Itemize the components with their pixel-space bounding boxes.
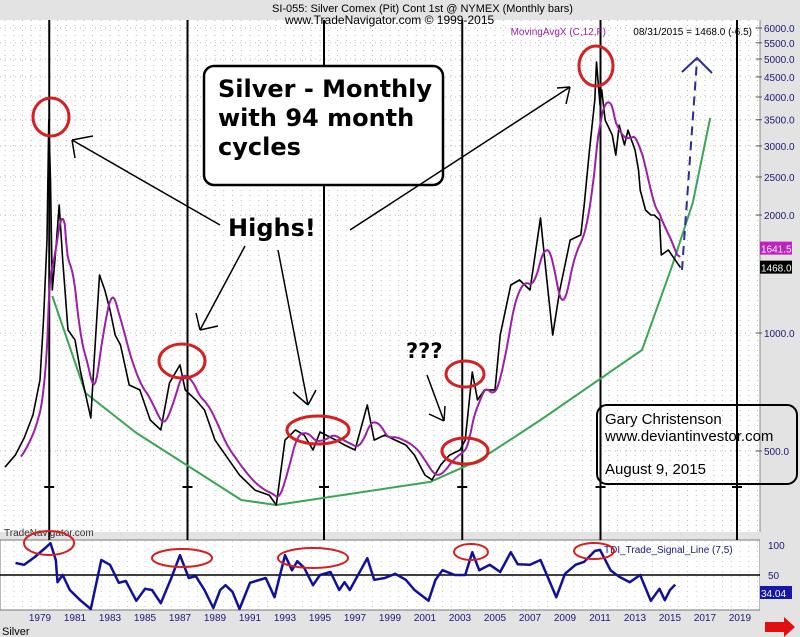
author-date: August 9, 2015 [605,461,706,478]
title-line-3: cycles [218,133,301,161]
projection-arrow [681,56,713,271]
x-tick-label: 1979 [29,613,52,624]
title-line-2: with 94 month [218,104,414,132]
author-box [596,404,798,485]
scroll-right-arrow-icon[interactable] [765,617,795,637]
y-tick-label: 2000.0 [764,211,795,222]
y-tick-label: 4000.0 [764,93,795,104]
x-tick-label: 2007 [519,613,542,624]
x-tick-label: 1995 [309,613,332,624]
title-line-1: Silver - Monthly [218,75,432,103]
projection-dashed-line [681,59,698,271]
y-tick-label: 6000.0 [764,24,795,35]
x-tick-label: 2015 [659,613,682,624]
x-tick-label: 2013 [624,613,647,624]
highs-label: Highs! [228,214,316,242]
tdi-legend: TDI_Trade_Signal_Line (7,5) [604,545,733,556]
x-tick-label: 2019 [729,613,752,624]
annotation-arrows [71,86,571,422]
ma-value-tag: 1641.5 [761,245,792,256]
highlight-2003-high [444,359,486,389]
tdi-line [15,541,677,611]
arrow-to-1987-high [195,245,246,331]
x-tick-label: 2001 [414,613,437,624]
series-layer [4,61,712,611]
highlight-1994 [285,414,351,446]
x-tick-label: 1991 [239,613,262,624]
chart-subtitle: www.TradeNavigator.com © 1999-2015 [284,13,494,27]
highlight-2003-low [440,436,490,466]
x-tick-label: 2005 [484,613,507,624]
question-label: ??? [406,339,443,363]
arrow-to-2011-high [349,86,571,231]
y-tick-label: 4500.0 [764,73,795,84]
last-value-label: 08/31/2015 = 1468.0 (-6.5) [633,27,752,38]
axis-background [760,20,800,615]
tdi-highlight-2003 [453,543,489,561]
title-annotation-box [202,64,445,187]
tdi-highlight-1994 [277,547,349,569]
highlight-1987 [157,342,207,380]
chart-title: SI-055: Silver Comex (Pit) Cont 1st @ NY… [272,3,573,15]
y-tick-label: 2500.0 [764,173,795,184]
ma-value-tag-bg [760,241,792,255]
x-tick-label: 1999 [379,613,402,624]
x-tick-label: 1993 [274,613,297,624]
arrow-to-2003-low [426,374,446,422]
time-axis: 1979 1981 1983 1985 1987 1989 1991 1993 1995 1997… [29,541,785,624]
symbol-label: Silver [2,626,30,637]
tdi-value-tag-bg [760,586,792,599]
x-tick-label: 2011 [589,613,611,624]
price-axis: 6000.0 5500.0 5000.0 4500.0 4000.0 3500.0 3000… [756,20,800,615]
x-tick-label: 2009 [554,613,577,624]
tdi-tick-label: 50 [768,571,780,582]
tdi-tick-label: 100 [768,541,785,552]
y-tick-label: 500.0 [764,447,789,458]
x-tick-label: 2017 [694,613,717,624]
arrow-to-1994-high [277,249,317,406]
ma-legend: MovingAvgX (C,12,F) [511,27,606,38]
arrow-to-1980-high [71,135,221,226]
moving-average-line [20,101,681,498]
y-tick-label: 5500.0 [764,39,795,50]
price-value-tag-bg [760,260,792,274]
author-site: www.deviantinvestor.com [604,428,773,445]
highlight-1980 [31,96,71,138]
y-tick-label: 5000.0 [764,55,795,66]
x-tick-label: 2003 [449,613,472,624]
trend-line [51,117,712,506]
tdi-highlight-1980 [23,530,75,556]
x-tick-label: 1985 [134,613,157,624]
tdi-highlight-2011 [573,542,615,560]
y-tick-label: 1000.0 [764,329,795,340]
x-tick-label: 1989 [204,613,227,624]
projection-arrowhead-icon [681,56,713,74]
x-tick-label: 1987 [169,613,192,624]
author-name: Gary Christenson [605,411,722,428]
tdi-highlight-1987 [151,548,213,568]
highlight-ellipses [23,44,615,569]
tdi-value-tag: 34.04 [761,589,786,600]
y-tick-label: 3000.0 [764,142,795,153]
x-tick-label: 1983 [99,613,122,624]
highlight-2011 [577,44,615,88]
x-tick-label: 1981 [64,613,87,624]
price-line [4,61,682,506]
watermark: TradeNavigator.com [4,528,94,539]
price-value-tag: 1468.0 [761,264,792,275]
x-tick-label: 1997 [344,613,367,624]
y-tick-label: 3500.0 [764,116,795,127]
